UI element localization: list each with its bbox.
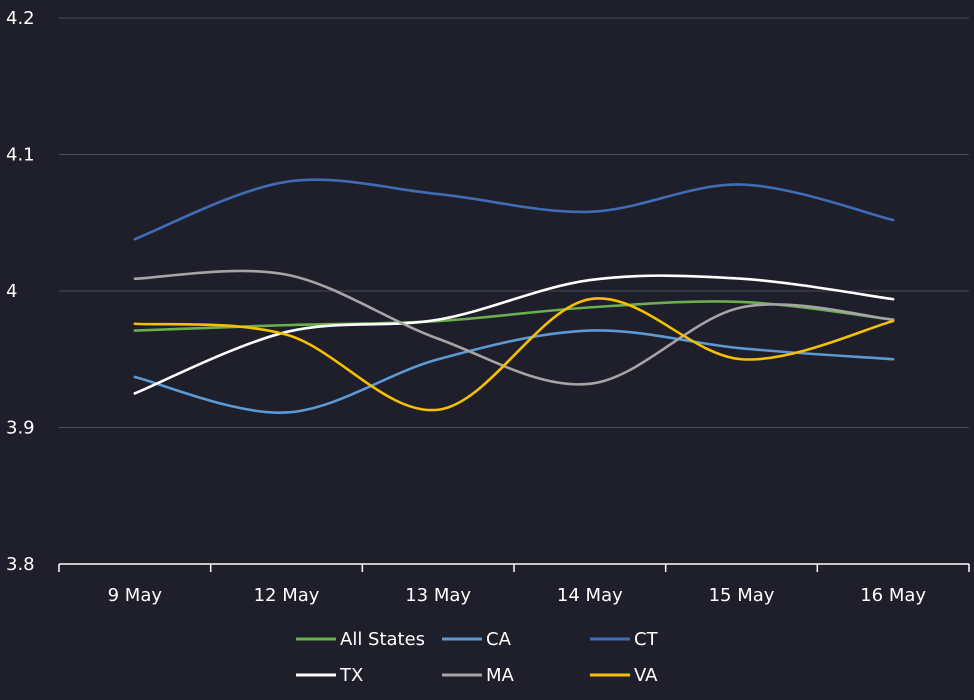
x-tick-label: 13 May <box>405 585 471 606</box>
series-line-all-states <box>133 300 895 332</box>
series-line-ct <box>133 178 895 241</box>
series-line-ma <box>133 269 895 386</box>
y-tick-label: 3.9 <box>6 418 35 439</box>
series-line-ca <box>133 329 895 414</box>
y-tick-label: 3.8 <box>6 554 35 575</box>
series-line-tx <box>133 274 895 395</box>
x-tick-label: 15 May <box>709 585 775 606</box>
y-tick-label: 4.1 <box>6 145 35 166</box>
legend-label-ma: MA <box>486 665 515 686</box>
x-tick-label: 12 May <box>254 585 320 606</box>
y-tick-label: 4.2 <box>6 8 35 29</box>
legend-label-all-states: All States <box>340 629 425 650</box>
x-tick-label: 9 May <box>108 585 163 606</box>
legend-label-tx: TX <box>339 665 363 686</box>
series-line-va <box>133 297 895 412</box>
legend-label-va: VA <box>634 665 658 686</box>
y-tick-label: 4 <box>6 281 17 302</box>
x-tick-label: 16 May <box>860 585 926 606</box>
legend-label-ca: CA <box>486 629 512 650</box>
legend-label-ct: CT <box>634 629 659 650</box>
x-tick-label: 14 May <box>557 585 623 606</box>
